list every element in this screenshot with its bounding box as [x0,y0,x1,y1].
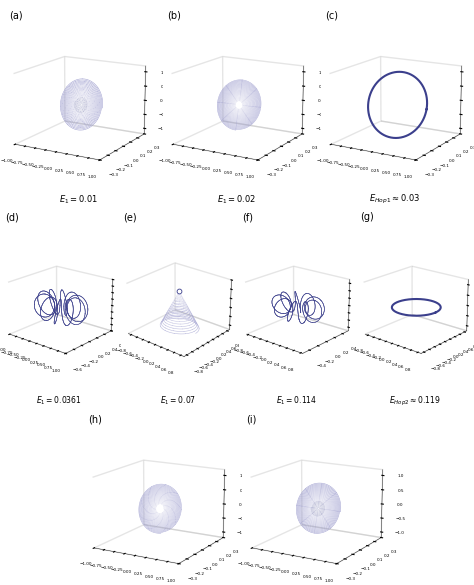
Text: $E_1 = 0.07$: $E_1 = 0.07$ [160,395,196,407]
Text: $E_{Hop1} \approx 0.03$: $E_{Hop1} \approx 0.03$ [369,193,420,206]
Text: (d): (d) [5,212,18,222]
Text: (c): (c) [326,11,338,20]
Text: (e): (e) [123,212,137,222]
Text: $E_1 = 0.114$: $E_1 = 0.114$ [276,395,317,407]
Text: (g): (g) [360,212,374,222]
Text: $E_1 = 0.01$: $E_1 = 0.01$ [59,193,99,205]
Text: (b): (b) [167,11,182,20]
Text: $E_{Hop2} \approx 0.119$: $E_{Hop2} \approx 0.119$ [389,395,441,408]
Text: $E_1 = 0.02$: $E_1 = 0.02$ [218,193,256,205]
Text: (i): (i) [246,414,257,424]
Text: $E_1 = 0.0361$: $E_1 = 0.0361$ [36,395,82,407]
Text: (f): (f) [242,212,253,222]
Text: (h): (h) [89,414,102,424]
Text: (a): (a) [9,11,23,20]
